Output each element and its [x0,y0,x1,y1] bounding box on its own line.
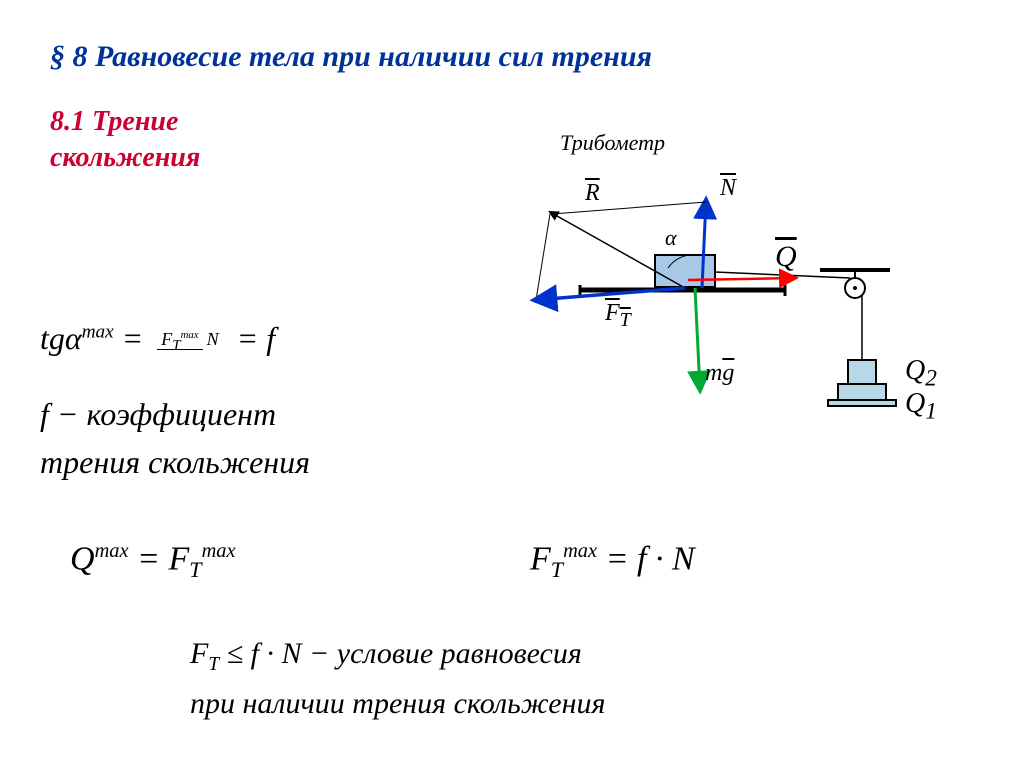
equilibrium-condition: FT ≤ f · N − условие равновесия при нали… [190,630,605,728]
label-N: N [720,175,736,202]
formula-qmax: Qmax = FTmax [70,540,236,583]
formula-tan-alpha: tgαmax = FTmaxN = f [40,320,275,357]
label-mg: mg [705,360,734,387]
subtitle-line1: 8.1 Трение [50,106,178,137]
label-Ft: FT [605,300,631,332]
figure-title: Трибометр [560,130,665,156]
label-alpha: α [665,225,677,251]
section-title: § 8 Равновесие тела при наличии сил трен… [50,40,974,74]
tribometer-diagram: R N α Q FT mg Q2 Q1 [510,160,960,440]
coefficient-definition: f − коэффициент трения скольжения [40,390,310,486]
formula-ftmax: FTmax = f · N [530,540,695,583]
label-Q1: Q1 [905,388,937,426]
label-R: R [585,180,600,207]
label-Q2: Q2 [905,355,937,393]
label-Q: Q [775,240,797,274]
subtitle-line2: скольжения [50,142,200,173]
